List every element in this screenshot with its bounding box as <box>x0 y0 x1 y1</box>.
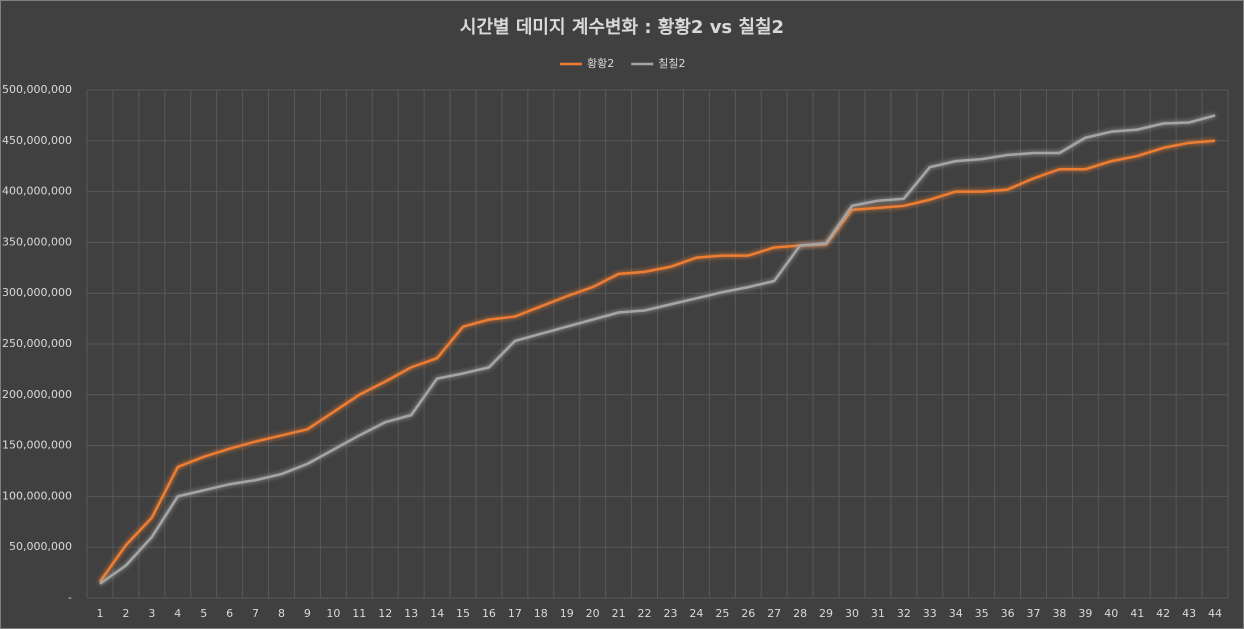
x-tick-label: 32 <box>897 607 911 620</box>
x-tick-label: 6 <box>226 607 233 620</box>
x-tick-label: 26 <box>741 607 755 620</box>
x-tick-label: 28 <box>793 607 807 620</box>
y-tick-label: 150,000,000 <box>2 439 72 452</box>
x-tick-label: 4 <box>174 607 181 620</box>
x-tick-label: 33 <box>923 607 937 620</box>
x-tick-label: 39 <box>1078 607 1092 620</box>
x-tick-label: 30 <box>845 607 859 620</box>
x-tick-label: 20 <box>586 607 600 620</box>
legend-label: 황황2 <box>587 57 614 70</box>
y-tick-label: - <box>68 591 72 604</box>
x-tick-label: 13 <box>404 607 418 620</box>
x-tick-label: 37 <box>1027 607 1041 620</box>
x-tick-label: 21 <box>612 607 626 620</box>
y-tick-label: 200,000,000 <box>2 388 72 401</box>
x-tick-label: 5 <box>200 607 207 620</box>
y-tick-label: 450,000,000 <box>2 134 72 147</box>
x-tick-label: 40 <box>1104 607 1118 620</box>
y-tick-label: 500,000,000 <box>2 83 72 96</box>
x-tick-label: 11 <box>352 607 366 620</box>
x-tick-label: 36 <box>1001 607 1015 620</box>
series-line <box>98 139 1216 583</box>
x-tick-label: 15 <box>456 607 470 620</box>
x-tick-label: 24 <box>689 607 703 620</box>
y-tick-label: 50,000,000 <box>9 540 72 553</box>
x-tick-label: 35 <box>975 607 989 620</box>
x-tick-label: 12 <box>378 607 392 620</box>
x-tick-label: 34 <box>949 607 963 620</box>
x-tick-label: 44 <box>1208 607 1222 620</box>
x-tick-label: 22 <box>638 607 652 620</box>
chart-title: 시간별 데미지 계수변화 : 황황2 vs 칠칠2 <box>460 17 784 38</box>
x-tick-label: 29 <box>819 607 833 620</box>
x-tick-label: 3 <box>148 607 155 620</box>
y-tick-label: 350,000,000 <box>2 235 72 248</box>
y-tick-label: 250,000,000 <box>2 337 72 350</box>
x-tick-label: 23 <box>663 607 677 620</box>
y-tick-label: 400,000,000 <box>2 185 72 198</box>
x-tick-label: 14 <box>430 607 444 620</box>
x-tick-label: 31 <box>871 607 885 620</box>
x-tick-label: 43 <box>1182 607 1196 620</box>
x-tick-label: 17 <box>508 607 522 620</box>
x-tick-label: 18 <box>534 607 548 620</box>
y-tick-label: 100,000,000 <box>2 489 72 502</box>
x-tick-label: 7 <box>252 607 259 620</box>
x-tick-label: 10 <box>326 607 340 620</box>
x-tick-label: 1 <box>96 607 103 620</box>
y-tick-label: 300,000,000 <box>2 286 72 299</box>
x-tick-label: 16 <box>482 607 496 620</box>
x-tick-label: 38 <box>1052 607 1066 620</box>
x-tick-label: 42 <box>1156 607 1170 620</box>
x-tick-label: 41 <box>1130 607 1144 620</box>
x-tick-label: 27 <box>767 607 781 620</box>
x-tick-label: 25 <box>715 607 729 620</box>
x-tick-label: 8 <box>278 607 285 620</box>
x-tick-label: 9 <box>304 607 311 620</box>
series-line <box>99 114 1216 585</box>
x-tick-label: 19 <box>560 607 574 620</box>
legend-label: 칠칠2 <box>658 57 685 70</box>
x-tick-label: 2 <box>122 607 129 620</box>
